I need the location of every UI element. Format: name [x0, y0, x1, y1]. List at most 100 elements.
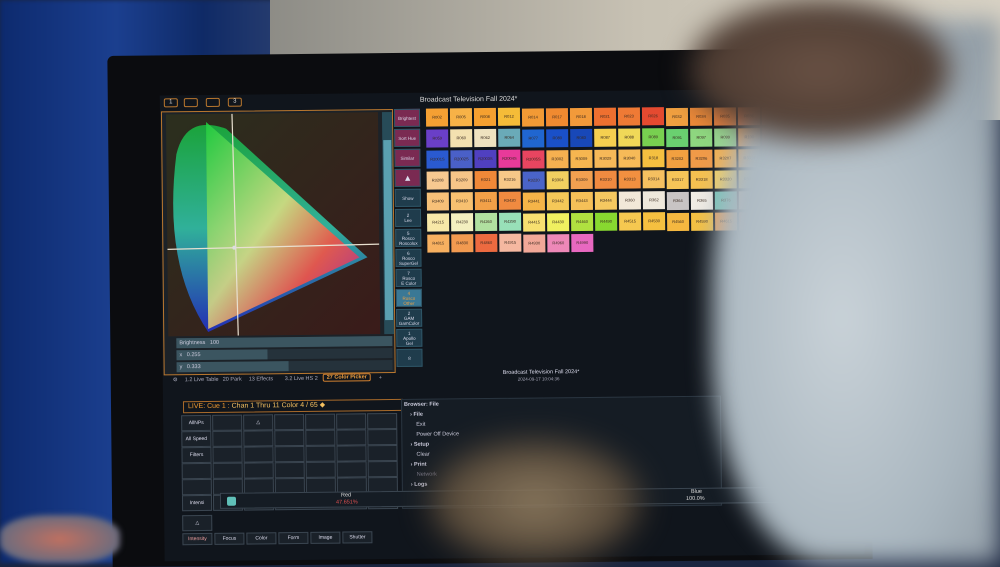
gel-swatch[interactable]: R3314: [643, 171, 665, 189]
category-shutter[interactable]: Shutter: [342, 531, 372, 543]
gel-swatch[interactable]: R062: [474, 129, 496, 147]
browser-item[interactable]: Power Off Device: [416, 431, 459, 437]
picker-button-6[interactable]: 5 Rosco Roscolux: [395, 229, 421, 247]
gel-swatch[interactable]: R021: [594, 108, 616, 126]
gel-swatch[interactable]: R2002S: [450, 150, 472, 168]
gel-swatch[interactable]: R2004S: [498, 150, 520, 168]
gel-swatch[interactable]: R026: [642, 108, 664, 126]
grid-button[interactable]: [305, 430, 335, 446]
gel-swatch[interactable]: R4930: [523, 234, 545, 252]
gel-swatch[interactable]: R059: [426, 129, 448, 147]
gel-swatch[interactable]: R4415: [523, 213, 545, 231]
gel-swatch[interactable]: R3029: [594, 150, 616, 168]
grid-button[interactable]: [212, 447, 242, 463]
category-focus[interactable]: Focus: [214, 533, 244, 545]
picker-button-5[interactable]: 2 Lee: [395, 209, 421, 227]
gel-swatch[interactable]: R3220: [523, 171, 545, 189]
gel-swatch[interactable]: R3410: [451, 192, 473, 210]
gel-swatch[interactable]: R3309: [571, 171, 593, 189]
gel-swatch[interactable]: R3206: [690, 149, 712, 167]
grid-button[interactable]: [367, 429, 397, 445]
grid-button[interactable]: [306, 462, 336, 478]
gel-swatch[interactable]: R360: [619, 192, 641, 210]
brightness-slider[interactable]: Brightness 100: [176, 336, 392, 348]
grid-button[interactable]: [243, 446, 273, 462]
grid-button[interactable]: [336, 429, 366, 445]
x-slider[interactable]: x 0.255: [176, 348, 392, 360]
grid-button[interactable]: [367, 413, 397, 429]
grid-button[interactable]: Filters: [181, 447, 211, 463]
gel-swatch[interactable]: R3310: [595, 171, 617, 189]
gel-swatch[interactable]: R365: [691, 191, 713, 209]
gel-swatch[interactable]: R083: [570, 129, 592, 147]
grid-button[interactable]: All Speed: [181, 431, 211, 447]
gel-swatch[interactable]: R060: [450, 129, 472, 147]
gel-swatch[interactable]: R4460: [571, 213, 593, 231]
tab-color-picker[interactable]: 27 Color Picker: [323, 373, 371, 382]
browser-item[interactable]: › Logs: [411, 482, 428, 488]
blue-value[interactable]: 100.0%: [686, 496, 705, 502]
picker-button-0[interactable]: Brightest: [394, 109, 420, 127]
picker-button-2[interactable]: Similar: [394, 149, 420, 167]
gel-swatch[interactable]: R362: [643, 192, 665, 210]
gel-swatch[interactable]: R3209: [451, 171, 473, 189]
browser-item[interactable]: › File: [410, 412, 423, 418]
gel-swatch[interactable]: R3443: [571, 192, 593, 210]
gel-swatch[interactable]: R089: [642, 129, 664, 147]
gel-swatch[interactable]: R080: [546, 129, 568, 147]
browser-item[interactable]: › Setup: [410, 442, 429, 448]
gel-swatch[interactable]: R3441: [523, 192, 545, 210]
picker-button-12[interactable]: 8: [396, 349, 422, 367]
gel-swatch[interactable]: R4915: [499, 234, 521, 252]
gel-swatch[interactable]: R2003S: [474, 150, 496, 168]
picker-button-7[interactable]: 6 Rosco SuperGel: [395, 249, 421, 267]
gel-swatch[interactable]: R2001S: [426, 150, 448, 168]
gel-swatch[interactable]: R3318: [691, 170, 713, 188]
tab-live-table[interactable]: 1.2 Live Table: [185, 377, 219, 383]
gel-swatch[interactable]: R4590: [691, 212, 713, 230]
grid-button[interactable]: [244, 462, 274, 478]
workspace-tab-2[interactable]: [184, 98, 198, 107]
cie-chromaticity-chart[interactable]: [166, 112, 380, 336]
gel-swatch[interactable]: R023: [618, 108, 640, 126]
category-intensity[interactable]: Intensity: [182, 533, 212, 545]
gel-swatch[interactable]: R4515: [619, 213, 641, 231]
gel-swatch[interactable]: R4860: [475, 234, 497, 252]
gel-swatch[interactable]: R018: [570, 108, 592, 126]
grid-button[interactable]: [212, 415, 242, 431]
picker-button-9[interactable]: 4 Rosco Other: [396, 289, 422, 307]
gel-swatch[interactable]: R008: [474, 108, 496, 126]
grid-button[interactable]: [305, 414, 335, 430]
command-line[interactable]: LIVE: Cue 1 : Chan 1 Thru 11 Color 4 / 6…: [183, 399, 403, 413]
picker-button-8[interactable]: 7 Rosco E Color: [396, 269, 422, 287]
y-slider[interactable]: y 0.333: [177, 360, 393, 372]
gel-swatch[interactable]: R4230: [451, 213, 473, 231]
grid-button[interactable]: [212, 431, 242, 447]
gel-swatch[interactable]: R4990: [571, 234, 593, 252]
grid-button[interactable]: [336, 445, 366, 461]
picker-scrollbar[interactable]: [382, 112, 394, 334]
gel-swatch[interactable]: R3216: [499, 171, 521, 189]
grid-button[interactable]: [243, 430, 273, 446]
gel-swatch[interactable]: R2005S: [522, 150, 544, 168]
triangle-button[interactable]: △: [243, 414, 273, 430]
gel-swatch[interactable]: R064: [498, 129, 520, 147]
workspace-tab-4[interactable]: 3: [228, 98, 242, 107]
gel-swatch[interactable]: R3208: [427, 171, 449, 189]
gel-swatch[interactable]: R4830: [451, 234, 473, 252]
grid-button[interactable]: [368, 461, 398, 477]
grid-button[interactable]: [213, 463, 243, 479]
gel-swatch[interactable]: R3202: [666, 149, 688, 167]
gel-swatch[interactable]: R3040: [618, 150, 640, 168]
category-form[interactable]: Form: [278, 532, 308, 544]
gel-swatch[interactable]: R318: [642, 150, 664, 168]
grid-button[interactable]: [182, 479, 212, 495]
gel-swatch[interactable]: R012: [498, 108, 520, 126]
grid-button[interactable]: [305, 446, 335, 462]
gel-swatch[interactable]: R3411: [475, 192, 497, 210]
gel-swatch[interactable]: R3009: [570, 150, 592, 168]
gel-swatch[interactable]: R088: [618, 129, 640, 147]
gel-swatch[interactable]: R4815: [427, 234, 449, 252]
grid-button[interactable]: [275, 462, 305, 478]
picker-button-1[interactable]: Sort Hue: [394, 129, 420, 147]
